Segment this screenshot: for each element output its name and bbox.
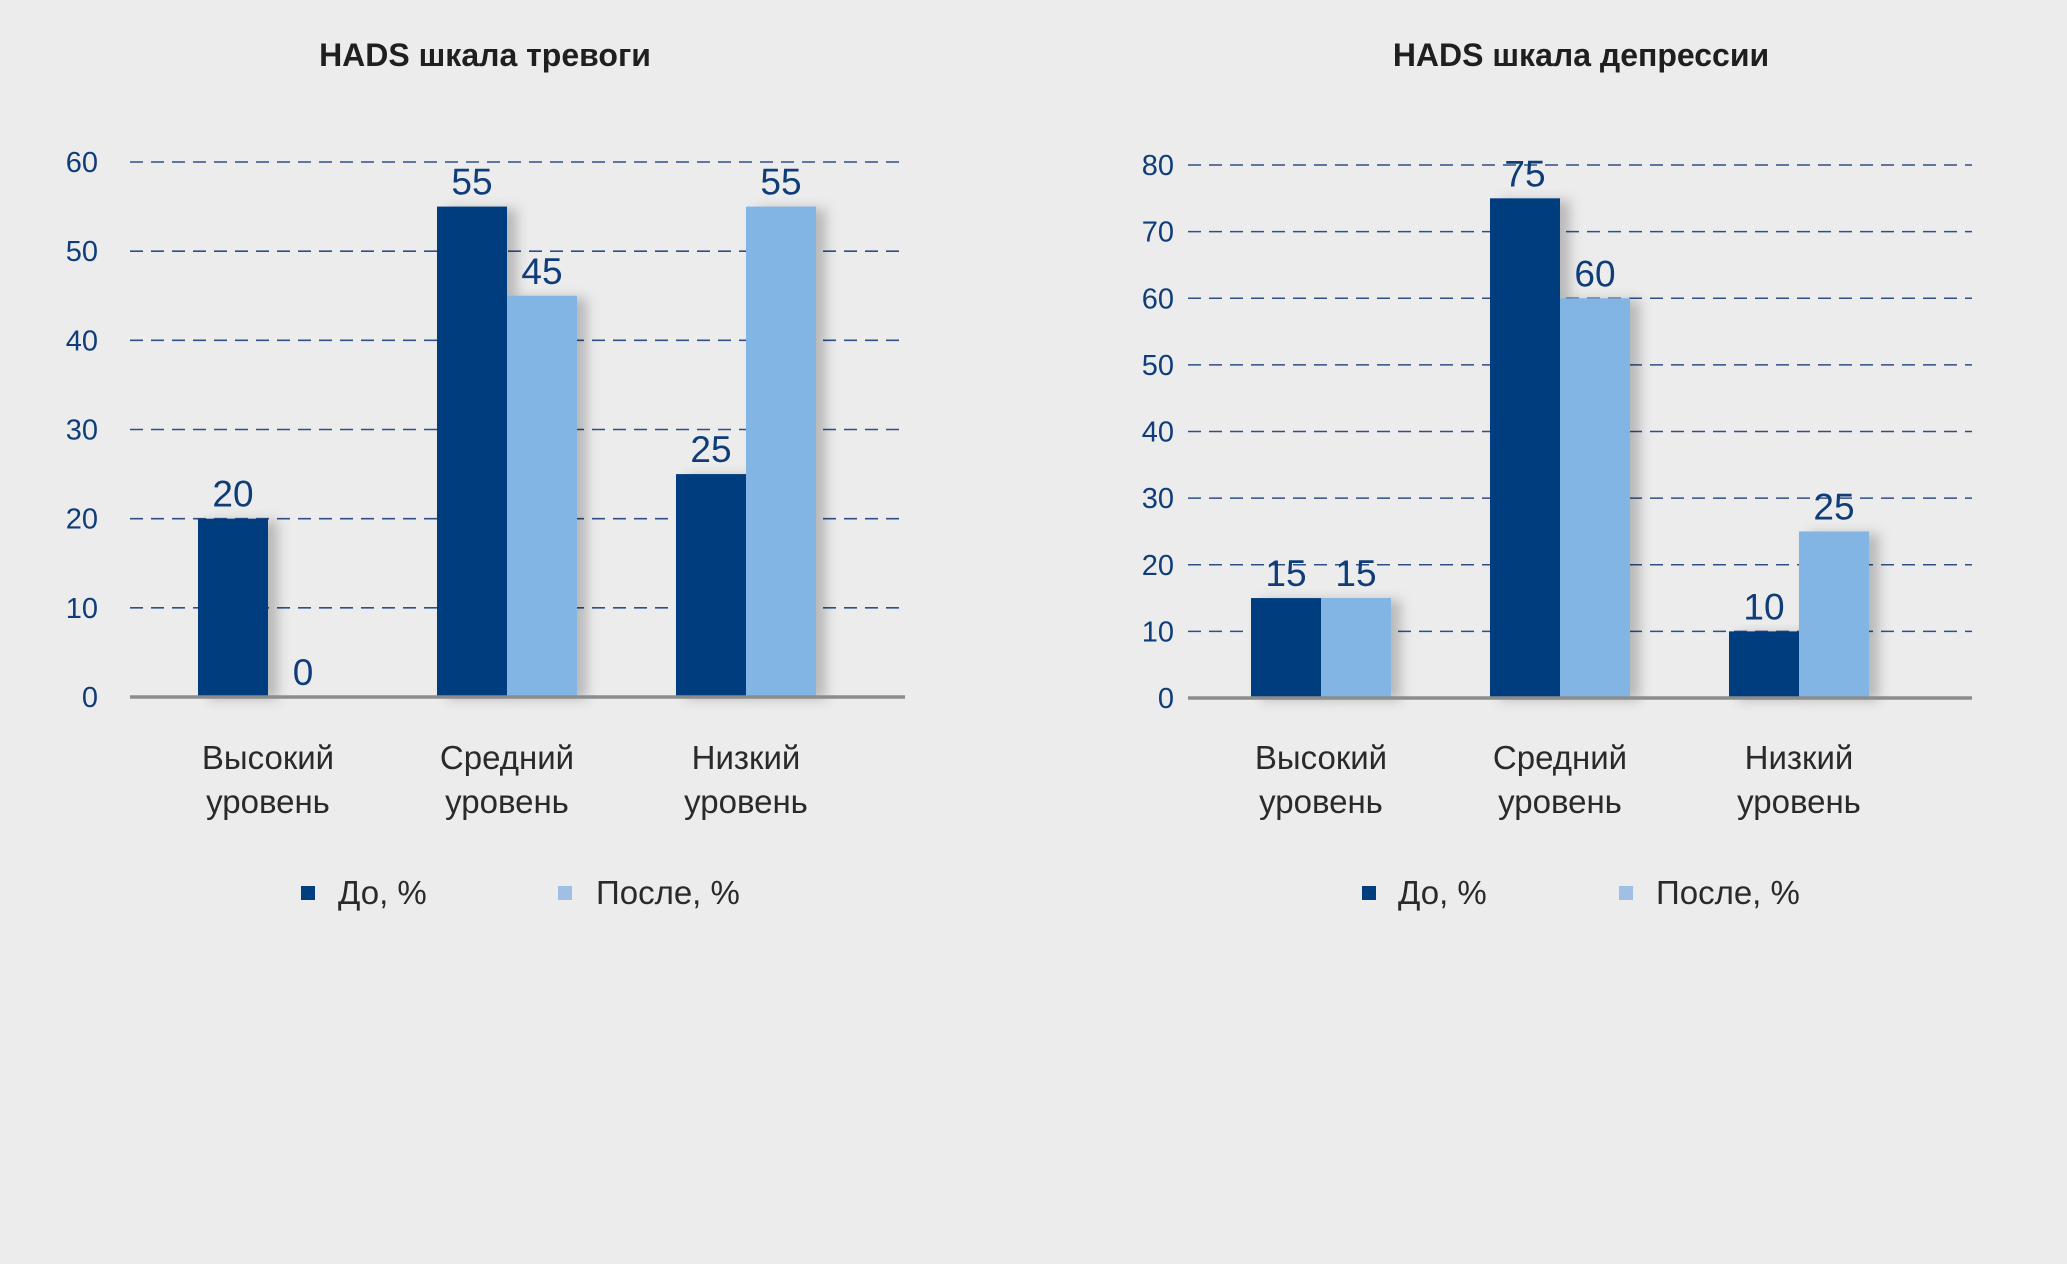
depression-bar-before: [1490, 198, 1560, 698]
anxiety-bar-before: [437, 206, 507, 698]
anxiety-bar-after: [746, 206, 816, 698]
anxiety-category-label: уровень: [445, 783, 569, 820]
depression-category-label: уровень: [1259, 783, 1383, 820]
anxiety-y-tick-label: 20: [66, 504, 98, 536]
depression-y-tick-label: 50: [1142, 350, 1174, 382]
depression-y-tick-label: 10: [1142, 616, 1174, 648]
depression-category-label: Низкий: [1745, 739, 1854, 776]
depression-y-tick-label: 40: [1142, 417, 1174, 449]
depression-bar-after: [1560, 298, 1630, 698]
anxiety-category-label: Высокий: [202, 739, 334, 776]
depression-data-label: 15: [1265, 553, 1306, 594]
depression-y-tick-label: 30: [1142, 483, 1174, 515]
depression-bar-after: [1799, 531, 1869, 698]
depression-y-tick-label: 80: [1142, 150, 1174, 182]
depression-legend-swatch-before: [1362, 886, 1376, 900]
anxiety-bar-before: [198, 518, 268, 697]
depression-bar-after: [1321, 598, 1391, 698]
anxiety-data-label: 25: [690, 429, 731, 470]
depression-y-tick-label: 0: [1158, 683, 1174, 715]
anxiety-data-label: 45: [521, 251, 562, 292]
depression-legend-label: После, %: [1656, 874, 1800, 911]
anxiety-category-label: Средний: [440, 739, 574, 776]
depression-category-label: Высокий: [1255, 739, 1387, 776]
depression-data-label: 25: [1813, 486, 1854, 527]
anxiety-y-tick-label: 40: [66, 325, 98, 357]
depression-chart-svg: HADS шкала депрессии 0 10 20 30 40 50 60 70 80 15 1…: [1142, 37, 1972, 911]
anxiety-legend-swatch-after: [558, 886, 572, 900]
anxiety-data-label: 55: [451, 162, 492, 203]
depression-data-label: 10: [1743, 586, 1784, 627]
depression-category-label: уровень: [1498, 783, 1622, 820]
depression-chart-title: HADS шкала депрессии: [1393, 37, 1769, 73]
anxiety-chart-title: HADS шкала тревоги: [319, 37, 651, 73]
anxiety-y-tick-label: 30: [66, 415, 98, 447]
anxiety-legend-label: До, %: [338, 874, 427, 911]
depression-data-label: 15: [1335, 553, 1376, 594]
depression-data-label: 60: [1574, 253, 1615, 294]
anxiety-bar-after: [507, 295, 577, 697]
depression-category-label: Средний: [1493, 739, 1627, 776]
depression-data-label: 75: [1504, 153, 1545, 194]
anxiety-data-label: 20: [212, 474, 253, 515]
anxiety-data-label: 0: [293, 652, 314, 693]
depression-y-tick-label: 70: [1142, 217, 1174, 249]
anxiety-category-label: Низкий: [692, 739, 801, 776]
anxiety-y-tick-label: 0: [82, 682, 98, 714]
anxiety-category-label: уровень: [684, 783, 808, 820]
anxiety-bar-before: [676, 474, 746, 697]
anxiety-data-label: 55: [760, 162, 801, 203]
depression-y-tick-label: 60: [1142, 283, 1174, 315]
anxiety-legend-swatch-before: [301, 886, 315, 900]
depression-category-label: уровень: [1737, 783, 1861, 820]
anxiety-category-label: уровень: [206, 783, 330, 820]
anxiety-legend-label: После, %: [596, 874, 740, 911]
anxiety-y-tick-label: 60: [66, 147, 98, 179]
depression-y-tick-label: 20: [1142, 550, 1174, 582]
depression-legend-label: До, %: [1398, 874, 1487, 911]
anxiety-y-tick-label: 10: [66, 593, 98, 625]
depression-bar-before: [1729, 631, 1799, 698]
depression-chart: HADS шкала депрессии 0 10 20 30 40 50 60 70 80 15 1…: [1034, 0, 2067, 1264]
anxiety-y-tick-label: 50: [66, 236, 98, 268]
depression-bar-before: [1251, 598, 1321, 698]
anxiety-chart-svg: HADS шкала тревоги 0 10 20 30 40 50 60 20 0 Высоки…: [66, 37, 905, 911]
depression-legend-swatch-after: [1619, 886, 1633, 900]
anxiety-chart: HADS шкала тревоги 0 10 20 30 40 50 60 20 0 Высоки…: [66, 37, 905, 911]
